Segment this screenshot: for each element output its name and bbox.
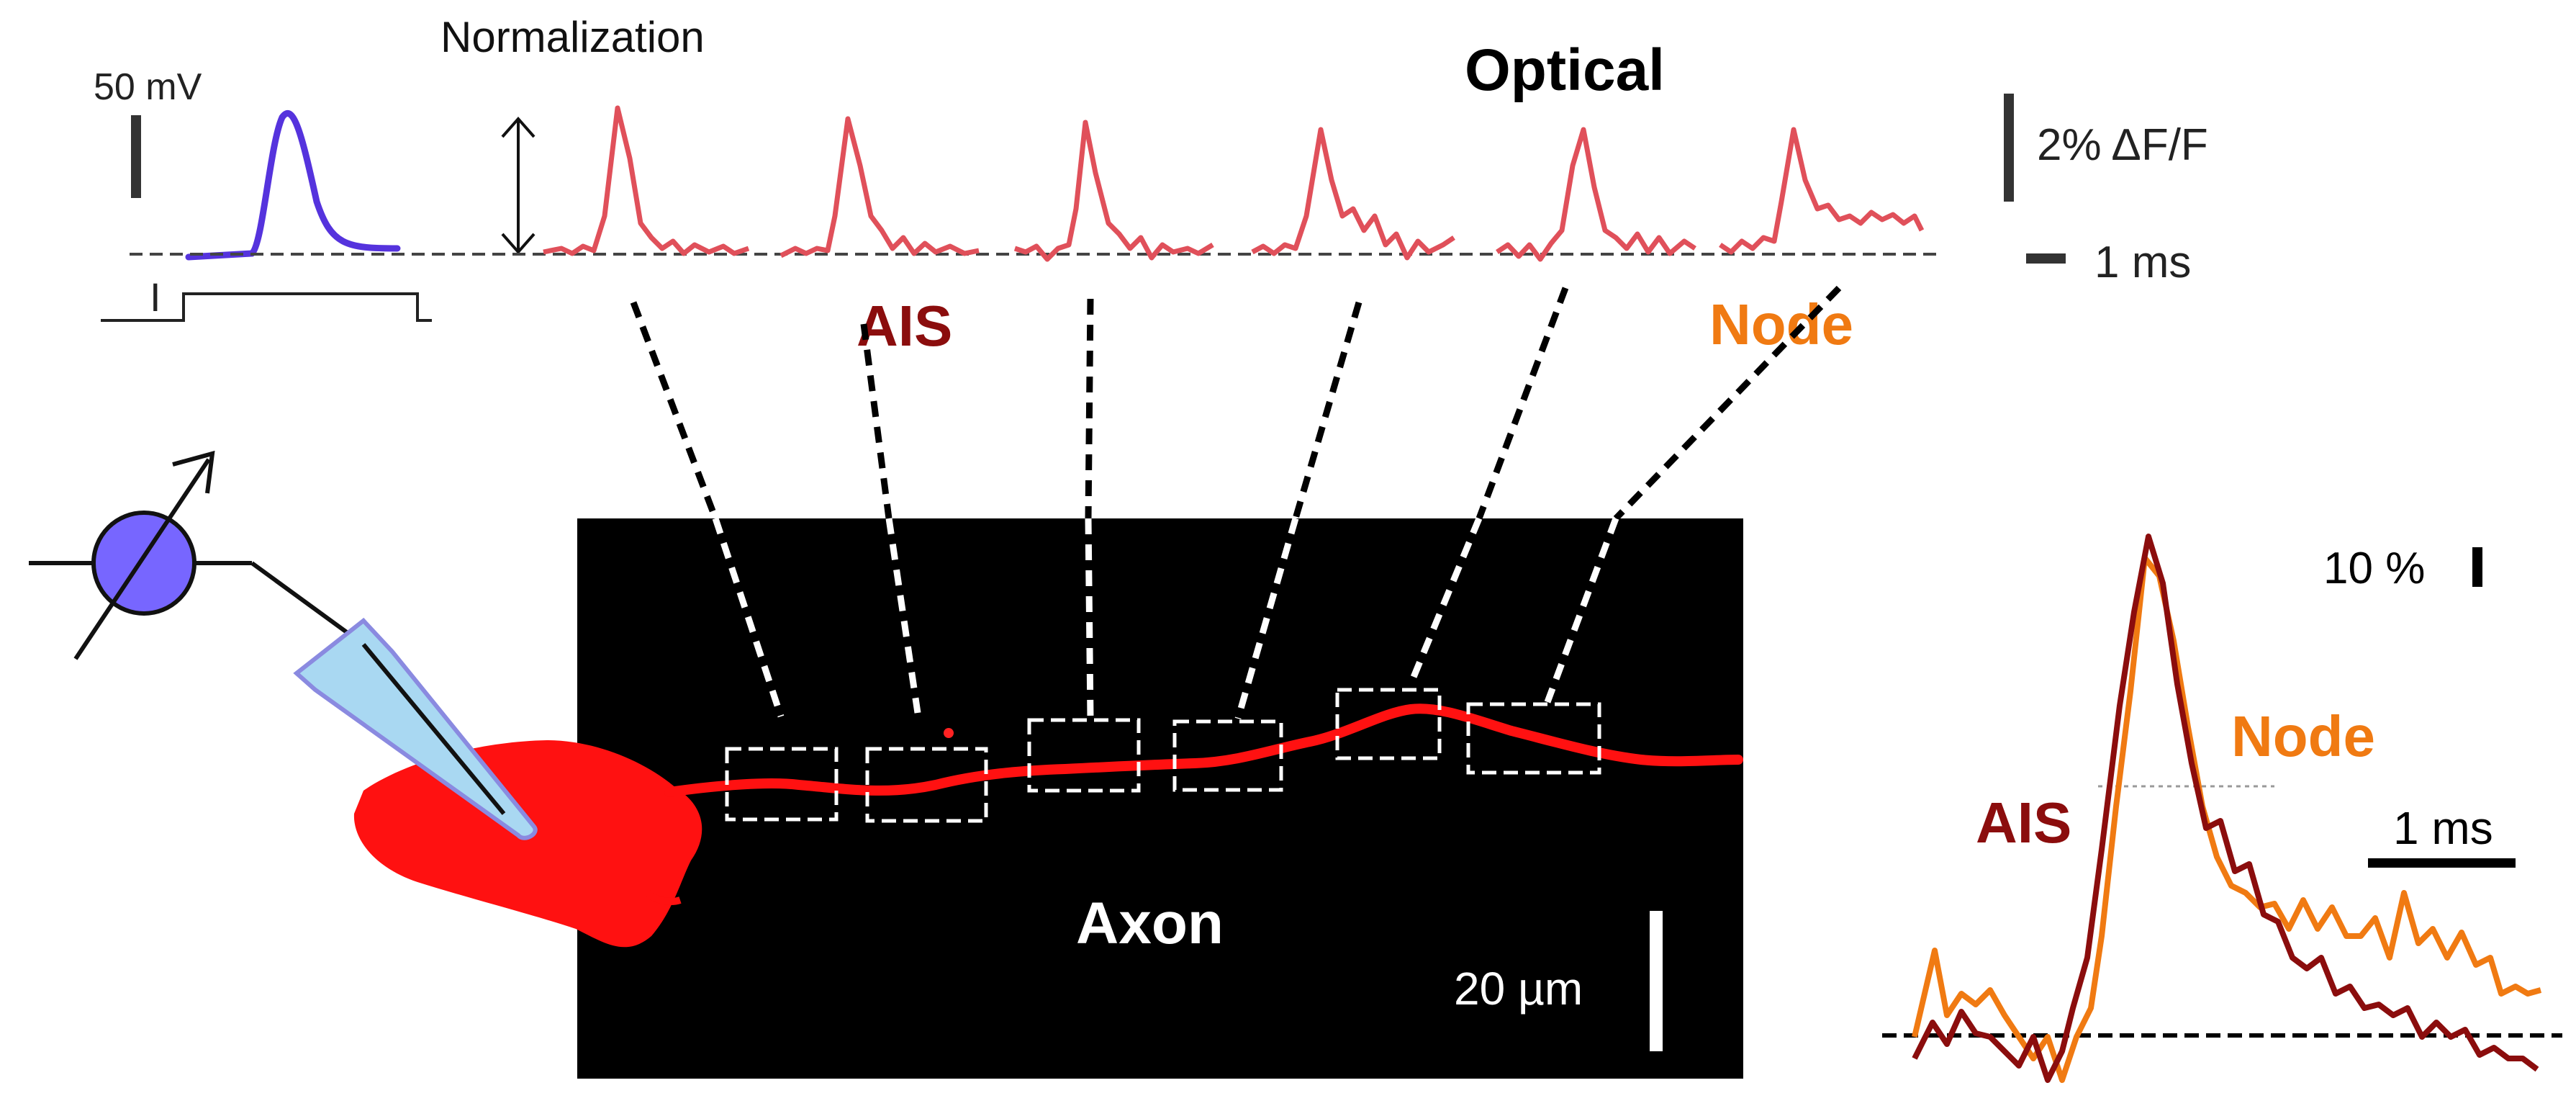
optical-trace-6 [1719, 127, 1925, 255]
overlay-scale-bar [2472, 547, 2482, 587]
optical-trace-2 [779, 116, 980, 258]
current-symbol: I [150, 274, 161, 320]
neuron [353, 703, 1743, 948]
overlay-time-label: 1 ms [2393, 802, 2493, 854]
overlay-node-label: Node [2231, 704, 2375, 768]
neuron-dendrite [645, 890, 682, 905]
optical-trace-3 [1013, 120, 1214, 262]
overlay-scale-label: 10 % [2323, 544, 2425, 593]
optical-traces [543, 105, 1925, 262]
roi-box-4 [1172, 719, 1283, 792]
voltage-trace [185, 110, 401, 261]
current-step [101, 292, 432, 322]
time-scale-bar-top [2026, 253, 2066, 264]
voltage-scale-bar [131, 115, 141, 198]
length-scale-label: 20 µm [1454, 963, 1583, 1015]
microscope-image [577, 518, 1743, 1079]
overlay-ais-label: AIS [1976, 791, 2071, 855]
double-arrow-icon [501, 116, 535, 255]
overlay-node-trace [1912, 555, 2542, 1083]
patch-pipette-icon [293, 617, 538, 840]
roi-boxes [725, 688, 1601, 823]
time-scale-label-top: 1 ms [2094, 238, 2191, 287]
roi-box-5 [1335, 688, 1442, 760]
ais-label-top: AIS [857, 294, 952, 358]
roi-box-6 [1466, 702, 1601, 775]
roi-box-3 [1027, 718, 1141, 793]
df-scale-label: 2% ΔF/F [2037, 120, 2208, 170]
optical-trace-5 [1496, 127, 1696, 262]
df-scale-bar [2004, 94, 2014, 202]
roi-connectors-white [712, 517, 1619, 720]
voltage-scale-label: 50 mV [94, 66, 202, 108]
neuron-soma [353, 740, 702, 948]
amplifier-symbol-icon [29, 450, 365, 660]
overlay-time-bar [2368, 858, 2516, 868]
roi-box-2 [865, 747, 988, 823]
roi-connectors-black [630, 285, 1842, 521]
length-scale-bar [1650, 911, 1663, 1051]
axon-process [664, 703, 1743, 797]
normalization-label: Normalization [440, 13, 705, 61]
axon-label: Axon [1076, 891, 1224, 956]
overlay-ais-trace [1912, 534, 2539, 1083]
roi-box-1 [725, 747, 839, 822]
optical-trace-1 [543, 105, 750, 256]
optical-label: Optical [1465, 37, 1665, 103]
optical-trace-4 [1251, 127, 1455, 261]
